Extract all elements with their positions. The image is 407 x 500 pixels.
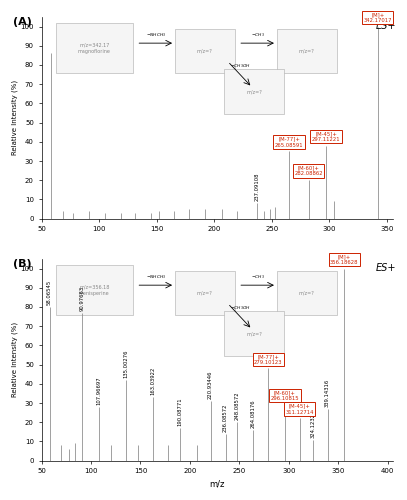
Text: 58.06545: 58.06545 <box>47 280 52 305</box>
Text: $-CH_3$: $-CH_3$ <box>251 32 265 39</box>
Y-axis label: Relative Intensity (%): Relative Intensity (%) <box>11 322 18 398</box>
Text: (A): (A) <box>13 17 32 27</box>
FancyBboxPatch shape <box>175 271 235 316</box>
Text: (B): (B) <box>13 259 32 269</box>
Text: $-NHCH_3$: $-NHCH_3$ <box>146 32 166 39</box>
Text: [M-45]+
297.11221: [M-45]+ 297.11221 <box>312 131 340 142</box>
Text: 236.08572: 236.08572 <box>223 404 228 432</box>
Text: m/z=356.18
menisperine: m/z=356.18 menisperine <box>79 285 109 296</box>
Text: [M-60]+
296.10815: [M-60]+ 296.10815 <box>271 390 299 401</box>
Text: [M]+
342.17017: [M]+ 342.17017 <box>363 12 392 22</box>
Text: 163.03922: 163.03922 <box>151 367 156 396</box>
Text: m/z=?: m/z=? <box>197 290 213 296</box>
Text: m/z=?: m/z=? <box>246 331 262 336</box>
Text: m/z=?: m/z=? <box>197 48 213 54</box>
Text: 339.14316: 339.14316 <box>325 378 330 407</box>
Text: 324.12320: 324.12320 <box>310 410 315 438</box>
Text: 248.08572: 248.08572 <box>235 392 240 420</box>
Y-axis label: Relative Intensity (%): Relative Intensity (%) <box>11 80 18 156</box>
Text: 107.96697: 107.96697 <box>96 376 101 405</box>
Text: 237.09108: 237.09108 <box>254 173 260 202</box>
Text: [M-77]+
265.08591: [M-77]+ 265.08591 <box>275 137 303 147</box>
Text: m/z=?: m/z=? <box>299 290 315 296</box>
FancyBboxPatch shape <box>224 70 284 114</box>
FancyBboxPatch shape <box>277 29 337 74</box>
Text: 190.08771: 190.08771 <box>177 398 183 426</box>
Text: $-NHCH_3$: $-NHCH_3$ <box>146 274 166 281</box>
Text: $-CH_3OH$: $-CH_3OH$ <box>230 305 250 312</box>
Text: 264.08176: 264.08176 <box>251 400 256 428</box>
FancyBboxPatch shape <box>56 23 133 74</box>
Text: 220.93446: 220.93446 <box>208 370 213 399</box>
FancyBboxPatch shape <box>277 271 337 316</box>
Text: $-CH_3$: $-CH_3$ <box>251 274 265 281</box>
Text: 135.00276: 135.00276 <box>123 350 128 378</box>
Text: [M-77]+
279.10123: [M-77]+ 279.10123 <box>254 354 282 364</box>
Text: 90.97663: 90.97663 <box>79 286 85 311</box>
Text: m/z=?: m/z=? <box>299 48 315 54</box>
Text: ES+: ES+ <box>376 21 396 31</box>
FancyBboxPatch shape <box>56 265 133 316</box>
FancyBboxPatch shape <box>175 29 235 74</box>
Text: [M]+
356.18628: [M]+ 356.18628 <box>330 254 359 264</box>
Text: [M-60]+
282.08862: [M-60]+ 282.08862 <box>294 166 323 176</box>
Text: ES+: ES+ <box>376 263 396 273</box>
Text: $-CH_3OH$: $-CH_3OH$ <box>230 63 250 70</box>
Text: m/z=?: m/z=? <box>246 89 262 94</box>
FancyBboxPatch shape <box>224 312 284 356</box>
Text: [M-45]+
311.12714: [M-45]+ 311.12714 <box>285 404 314 414</box>
X-axis label: m/z: m/z <box>210 480 225 489</box>
Text: m/z=342.17
magnoflorine: m/z=342.17 magnoflorine <box>78 43 111 54</box>
